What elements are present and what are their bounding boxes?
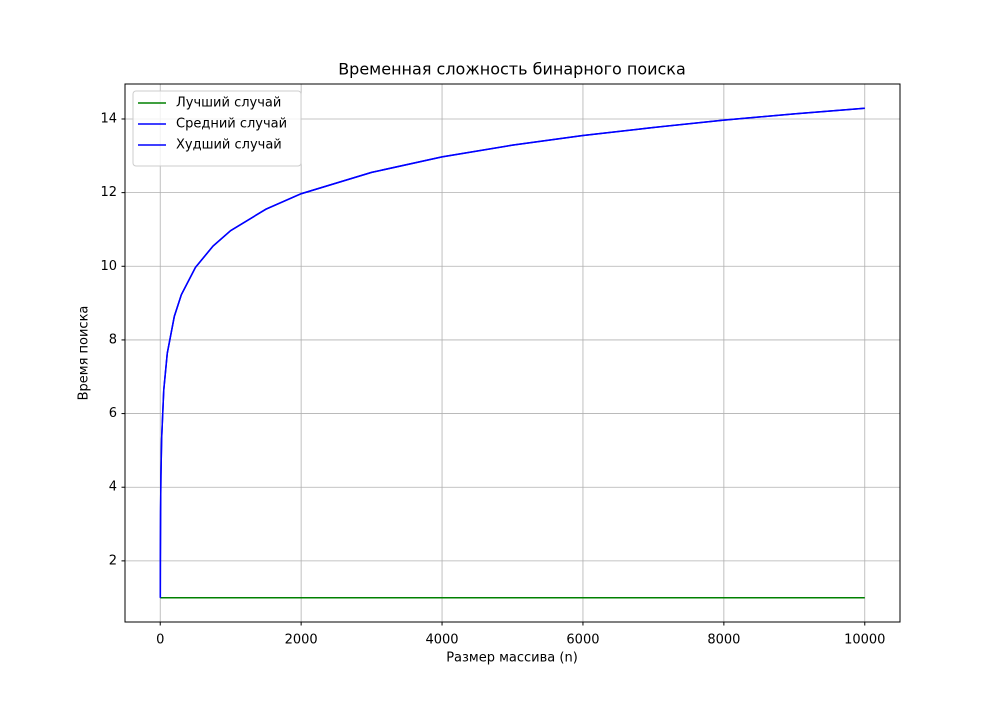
y-tick-label: 6: [109, 406, 117, 421]
y-tick-label: 2: [109, 553, 117, 568]
y-tick-label: 8: [109, 332, 117, 347]
legend-label: Лучший случай: [176, 96, 281, 111]
plot-area: [159, 107, 865, 599]
series-line: [159, 107, 865, 598]
legend-box: [132, 90, 302, 167]
legend-label: Средний случай: [176, 117, 287, 132]
legend: Лучший случай Средний случай Худший случай: [132, 90, 302, 167]
y-tick-label: 10: [100, 259, 117, 274]
grid: [125, 84, 900, 622]
x-tick-label: 0: [156, 633, 164, 648]
y-axis-label: Время поиска: [77, 306, 92, 401]
legend-label: Худший случай: [176, 138, 282, 153]
y-tick-label: 14: [100, 111, 117, 126]
x-axis-label: Размер массива (n): [446, 651, 578, 666]
y-tick-label: 4: [109, 480, 117, 495]
chart-title: Временная сложность бинарного поиска: [338, 60, 686, 79]
x-tick-label: 8000: [707, 633, 740, 648]
x-tick-label: 6000: [566, 633, 599, 648]
axes-frame: [124, 83, 901, 623]
x-tick-label: 2000: [285, 633, 318, 648]
x-tick-label: 10000: [844, 633, 885, 648]
x-tick-label: 4000: [425, 633, 458, 648]
y-tick-label: 12: [100, 185, 117, 200]
